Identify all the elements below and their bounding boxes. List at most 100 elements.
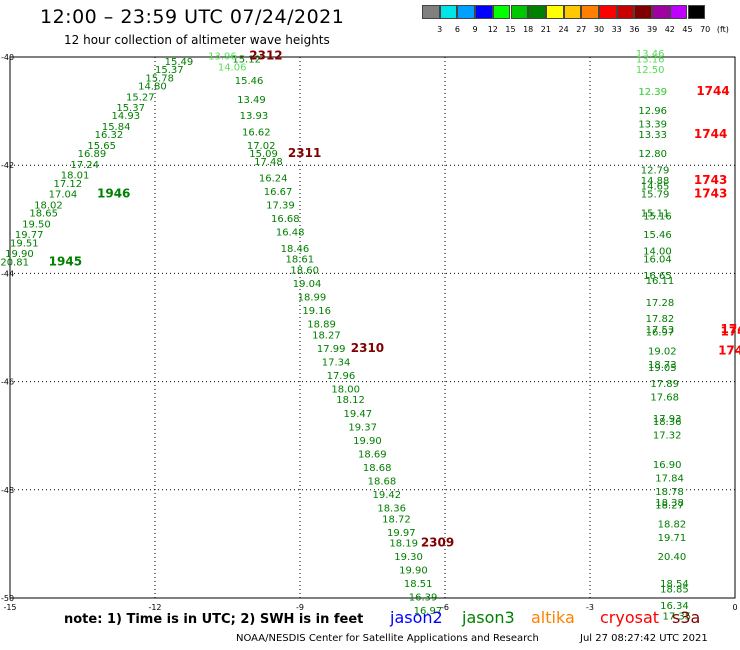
- wave-height-label: 17.99: [317, 344, 346, 355]
- wave-height-label: 19.50: [22, 219, 51, 230]
- wave-height-label: 19.02: [648, 347, 677, 358]
- pass-time-label: 2309: [421, 536, 454, 550]
- colorbar-label: 33: [611, 25, 622, 34]
- wave-height-label: 15.09: [249, 149, 278, 160]
- wave-height-label: 17.89: [650, 379, 679, 390]
- wave-height-label: 17.12: [54, 179, 83, 190]
- colorbar-label: 9: [472, 25, 478, 34]
- wave-height-label: 18.51: [404, 579, 433, 590]
- wave-height-label: 15.79: [641, 190, 670, 201]
- wave-height-label: 19.90: [353, 436, 382, 447]
- credit-text: NOAA/NESDIS Center for Satellite Applica…: [236, 633, 539, 644]
- pass-time-label: 1743: [694, 187, 727, 201]
- wave-height-label: 17.96: [327, 371, 356, 382]
- wave-height-label: 14.00: [643, 246, 672, 257]
- wave-height-label: 16.68: [271, 214, 300, 225]
- colorbar-label: 3: [437, 25, 443, 34]
- wave-height-label: 15.16: [643, 211, 672, 222]
- wave-height-label: 14.93: [112, 111, 141, 122]
- wave-height-label: 12.96: [638, 106, 667, 117]
- lon-tick-label: -12: [148, 603, 161, 612]
- pass-time-label: 1744: [694, 127, 727, 141]
- wave-height-label: 16.97: [646, 328, 675, 339]
- wave-height-label: 18.27: [312, 330, 341, 341]
- wave-height-label: 20.40: [658, 552, 687, 563]
- wave-height-label: 13.33: [638, 130, 667, 141]
- wave-height-label: 18.99: [298, 292, 327, 303]
- wave-height-label: 15.78: [145, 73, 174, 84]
- satellite-legend-jason2: jason2: [390, 608, 443, 627]
- wave-height-label: 18.01: [61, 171, 90, 182]
- wave-height-label: 19.30: [394, 552, 423, 563]
- satellite-legend-cryosat: cryosat: [600, 608, 660, 627]
- colorbar-swatch: [652, 5, 670, 19]
- colorbar-swatch: [687, 5, 706, 19]
- colorbar-swatch: [457, 5, 476, 19]
- wave-height-label: 17.53: [646, 325, 675, 336]
- lon-tick-label: -3: [586, 603, 594, 612]
- lat-tick-label: -46: [1, 378, 14, 387]
- wave-height-label: 18.60: [290, 265, 319, 276]
- colorbar-swatch: [510, 5, 529, 19]
- wave-height-label: 16.11: [646, 276, 675, 287]
- pass-time-label: 2312: [249, 49, 282, 63]
- wave-height-label: 14.65: [641, 182, 670, 193]
- wave-height-label: 12.80: [638, 149, 667, 160]
- wave-height-label: 14.06: [218, 63, 247, 74]
- wave-height-label: 13.49: [237, 95, 266, 106]
- wave-height-label: 15.84: [102, 122, 131, 133]
- colorbar-swatch: [439, 5, 458, 19]
- colorbar-label: 30: [593, 25, 605, 34]
- note-text: note: 1) Time is in UTC; 2) SWH is in fe…: [64, 612, 364, 627]
- wave-height-label: 19.97: [387, 528, 416, 539]
- wave-height-label: 18.89: [307, 320, 336, 331]
- satellite-legend-altika: altika: [531, 608, 575, 627]
- wave-height-label: 16.04: [643, 255, 672, 266]
- wave-height-label: 16.90: [653, 460, 682, 471]
- wave-height-label: 16.97: [414, 606, 443, 617]
- wave-height-label: 18.36: [377, 503, 406, 514]
- wave-height-label: 18.68: [363, 463, 392, 474]
- wave-height-label: 16.39: [409, 593, 438, 604]
- wave-height-label: 19.90: [5, 249, 34, 260]
- wave-height-label: 17.93: [653, 414, 682, 425]
- wave-height-label: 19.71: [658, 533, 687, 544]
- timestamp-text: Jul 27 08:27:42 UTC 2021: [580, 633, 708, 644]
- wave-height-label: 14.80: [138, 81, 167, 92]
- wave-height-label: 18.82: [658, 520, 687, 531]
- page-title: 12:00 – 23:59 UTC 07/24/2021: [40, 6, 345, 28]
- wave-height-label: 18.02: [34, 200, 63, 211]
- lon-tick-label: 0: [732, 603, 737, 612]
- colorbar-label: 36: [629, 25, 640, 34]
- wave-height-label: 19.47: [344, 409, 373, 420]
- wave-height-label: 13.93: [240, 111, 269, 122]
- wave-height-label: 18.69: [358, 449, 387, 460]
- wave-height-label: 17.02: [247, 141, 276, 152]
- wave-height-label: 19.16: [302, 306, 331, 317]
- wave-height-label: 16.32: [95, 130, 124, 141]
- wave-height-label: 19.37: [348, 422, 377, 433]
- pass-time-label: 2310: [351, 341, 384, 355]
- wave-height-label: 12.39: [638, 87, 667, 98]
- wave-height-label: 13.46: [636, 49, 665, 60]
- lat-tick-label: -40: [1, 53, 14, 62]
- wave-height-label: 18.38: [655, 498, 684, 509]
- lat-tick-label: -50: [1, 594, 14, 603]
- wave-height-label: 12.39: [638, 87, 667, 98]
- wave-height-label: 18.54: [660, 579, 689, 590]
- wave-height-label: 19.77: [15, 230, 44, 241]
- colorbar-label: 27: [576, 25, 587, 34]
- wave-height-label: 18.65: [29, 209, 58, 220]
- wave-height-label: 15.65: [87, 141, 116, 152]
- wave-height-label: 16.48: [276, 228, 305, 239]
- colorbar-swatch: [616, 5, 635, 19]
- wave-height-label: 15.12: [232, 54, 261, 65]
- colorbar-swatch: [634, 5, 653, 19]
- wave-height-label: 19.05: [648, 363, 677, 374]
- colorbar-label: 42: [664, 25, 675, 34]
- lon-tick-label: -15: [3, 603, 16, 612]
- wave-height-label: 18.85: [660, 585, 689, 596]
- wave-height-label: 13.16: [636, 54, 665, 65]
- wave-height-label: 16.65: [643, 271, 672, 282]
